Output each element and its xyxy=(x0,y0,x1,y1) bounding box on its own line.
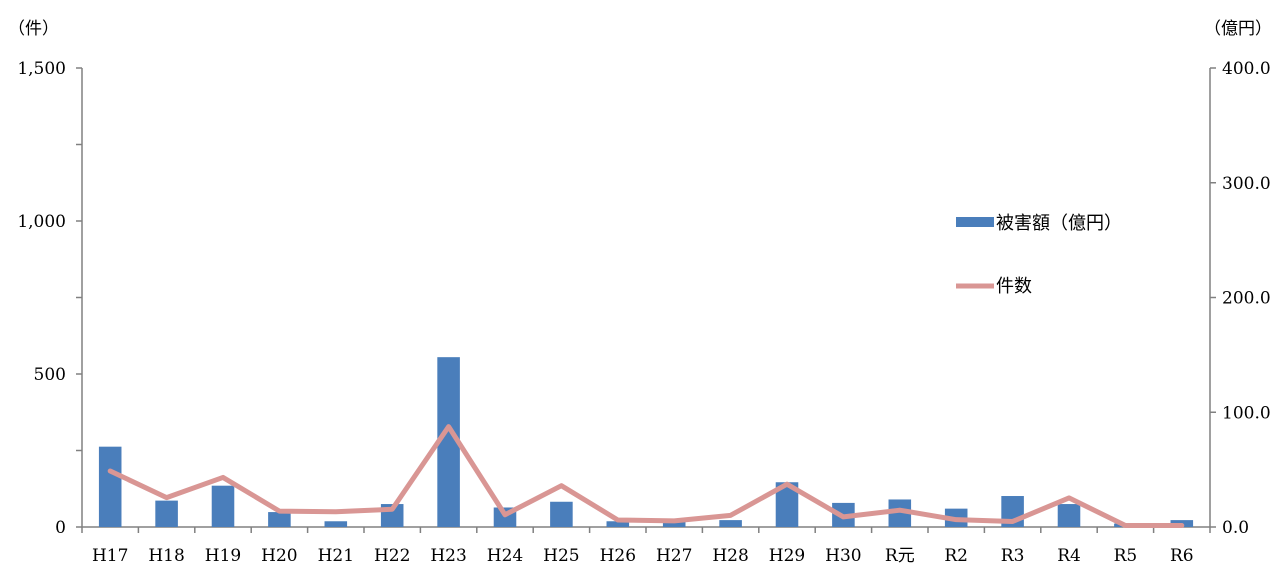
x-tick-label: H30 xyxy=(825,546,861,566)
right-tick-label: 100.0 xyxy=(1222,403,1271,423)
x-tick-label: H21 xyxy=(318,546,354,566)
bar xyxy=(888,499,912,527)
bar xyxy=(324,521,348,527)
bar xyxy=(211,485,235,527)
bar xyxy=(662,521,686,527)
x-tick-label: R3 xyxy=(1001,546,1025,566)
x-tick-label: H29 xyxy=(769,546,805,566)
x-tick-label: H20 xyxy=(261,546,297,566)
x-tick-label: R5 xyxy=(1114,546,1138,566)
legend: 被害額（億円） 件数 xyxy=(956,213,1122,297)
bar-series xyxy=(98,357,1194,527)
bar xyxy=(155,500,178,527)
bar xyxy=(268,512,291,527)
left-tick-label: 1,500 xyxy=(17,59,66,79)
left-tick-label: 1,000 xyxy=(17,212,66,232)
bar xyxy=(719,520,742,527)
right-tick-label: 300.0 xyxy=(1222,174,1271,194)
right-tick-label: 0.0 xyxy=(1222,518,1249,538)
x-tick-label: H28 xyxy=(712,546,748,566)
x-tick-label: H17 xyxy=(92,546,128,566)
x-tick-label: R4 xyxy=(1057,546,1081,566)
x-tick-label: H27 xyxy=(656,546,692,566)
line-series xyxy=(107,424,1185,528)
bar xyxy=(775,482,799,527)
bar xyxy=(550,501,573,527)
x-tick-label: R2 xyxy=(944,546,968,566)
bar xyxy=(437,357,460,527)
series-line xyxy=(107,424,1185,528)
x-tick-label: R6 xyxy=(1170,546,1194,566)
bar xyxy=(98,446,122,527)
x-tick-label: H25 xyxy=(543,546,579,566)
bar xyxy=(606,521,630,527)
bar xyxy=(1057,504,1081,527)
x-tick-label: H26 xyxy=(600,546,636,566)
x-tick-label: R元 xyxy=(885,546,915,566)
x-tick-label: H19 xyxy=(205,546,241,566)
legend-swatch-bar xyxy=(956,217,994,227)
x-tick-label: H23 xyxy=(430,546,466,566)
legend-label-bar: 被害額（億円） xyxy=(996,213,1122,234)
x-tick-label: H18 xyxy=(148,546,184,566)
right-tick-label: 200.0 xyxy=(1222,289,1271,309)
x-tick-label: H24 xyxy=(487,546,523,566)
axes: 0 500 1,000 1,500 0.0 100.0 200.0 300.0 400.0 （件）… xyxy=(8,19,1272,566)
right-tick-label: 400.0 xyxy=(1222,59,1271,79)
x-tick-label: H22 xyxy=(374,546,410,566)
legend-label-line: 件数 xyxy=(996,276,1032,297)
right-unit-label: （億円） xyxy=(1204,19,1272,39)
left-tick-label: 0 xyxy=(55,518,66,538)
left-tick-label: 500 xyxy=(34,365,66,385)
left-unit-label: （件） xyxy=(8,19,59,39)
